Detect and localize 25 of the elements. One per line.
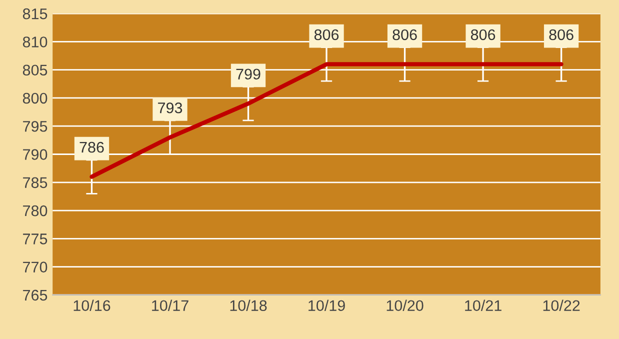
- data-label: 799: [236, 68, 260, 80]
- y-tick-label: 815: [22, 8, 48, 20]
- data-label: 806: [549, 29, 574, 40]
- data-label: 806: [314, 29, 339, 40]
- x-tick-label: 10/17: [152, 300, 188, 312]
- y-tick-label: 780: [23, 205, 48, 216]
- x-tick-label: 10/16: [74, 300, 110, 312]
- data-label: 786: [80, 142, 104, 153]
- y-tick-label: 810: [22, 36, 48, 48]
- x-tick-label: 10/20: [386, 300, 424, 312]
- y-tick-label: 805: [22, 64, 48, 76]
- y-tick-label: 795: [23, 120, 48, 132]
- data-label: 793: [158, 102, 182, 114]
- y-tick-label: 800: [22, 92, 48, 104]
- data-label: 806: [470, 29, 496, 40]
- y-tick-label: 785: [23, 177, 48, 188]
- x-tick-label: 10/21: [465, 300, 502, 312]
- x-tick-label: 10/19: [308, 300, 345, 312]
- y-tick-label: 770: [23, 262, 48, 272]
- y-tick-label: 765: [23, 290, 48, 301]
- data-label: 806: [392, 29, 417, 40]
- x-tick-label: 10/22: [543, 300, 580, 312]
- y-tick-label: 790: [23, 149, 48, 160]
- x-tick-label: 10/18: [230, 300, 267, 312]
- y-tick-label: 775: [23, 234, 48, 244]
